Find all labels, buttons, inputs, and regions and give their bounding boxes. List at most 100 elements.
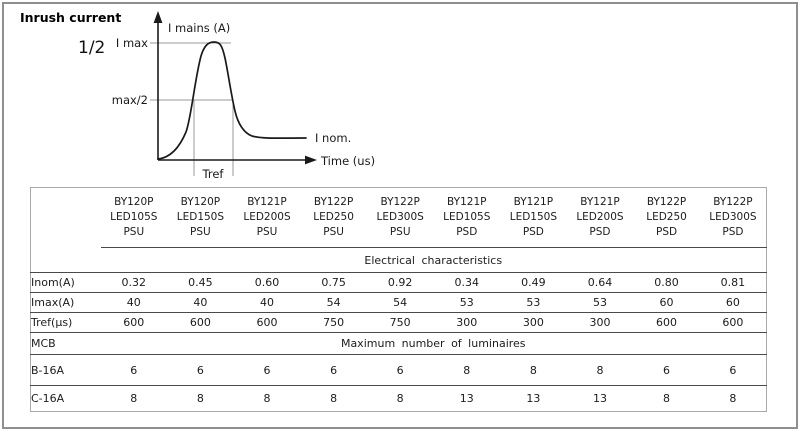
product-model: BY121P — [447, 196, 487, 208]
product-family: LED250 — [646, 211, 687, 223]
cell-value: 0.80 — [633, 272, 700, 293]
product-family: LED200S — [576, 211, 624, 223]
x-axis-arrow-icon — [305, 155, 317, 165]
column-header: BY122P LED300S PSD — [699, 187, 767, 248]
product-type: PSU — [123, 226, 145, 238]
column-header: BY122P LED250 PSU — [300, 187, 367, 248]
product-model: BY122P — [646, 196, 687, 208]
product-model: BY121P — [513, 196, 554, 208]
cell-value: 300 — [433, 312, 501, 333]
cell-value: 600 — [699, 312, 767, 333]
product-model: BY122P — [713, 196, 753, 208]
column-header: BY121P LED105S PSD — [433, 187, 501, 248]
x-axis-label: Time (us) — [320, 154, 375, 168]
y-axis-arrow-icon — [153, 11, 163, 23]
inom-row: Inom(A) 0.32 0.45 0.60 0.75 0.92 0.34 0.… — [30, 272, 767, 293]
cell-value: 6 — [366, 354, 434, 386]
cell-value: 13 — [566, 385, 634, 412]
luminaires-section-title: Maximum number of luminaires — [100, 332, 767, 355]
cell-value: 600 — [167, 312, 234, 333]
cell-value: 600 — [633, 312, 700, 333]
product-model: BY121P — [247, 196, 287, 208]
column-header: BY121P LED150S PSD — [500, 187, 567, 248]
cell-value: 54 — [300, 292, 367, 313]
imax-label: I max — [116, 36, 148, 50]
product-type: PSD — [456, 226, 478, 238]
product-type: PSU — [389, 226, 411, 238]
row-label: Imax(A) — [30, 292, 101, 313]
cell-value: 8 — [300, 385, 367, 412]
product-header-row: BY120P LED105S PSU BY120P LED150S PSU BY… — [31, 187, 767, 248]
electrical-section-row: Electrical characteristics — [31, 248, 767, 273]
product-family: LED300S — [709, 211, 757, 223]
cell-value: 0.32 — [100, 272, 168, 293]
product-type: PSU — [190, 226, 211, 238]
cell-value: 53 — [500, 292, 567, 313]
cell-value: 13 — [433, 385, 501, 412]
mcb-label: MCB — [30, 332, 101, 355]
cell-value: 0.64 — [566, 272, 634, 293]
cell-value: 8 — [566, 354, 634, 386]
cell-value: 0.75 — [300, 272, 367, 293]
column-header: BY122P LED250 PSD — [633, 187, 700, 248]
column-header: BY121P LED200S PSD — [566, 187, 634, 248]
product-type: PSD — [522, 226, 544, 238]
product-family: LED150S — [176, 211, 225, 223]
cell-value: 54 — [366, 292, 434, 313]
cell-value: 0.81 — [699, 272, 767, 293]
cell-value: 8 — [100, 385, 168, 412]
inrush-current-graph: I mains (A) I max max/2 I nom. Time (us)… — [112, 11, 375, 181]
cell-value: 40 — [100, 292, 168, 313]
row-label: C-16A — [30, 385, 101, 412]
column-header: BY120P LED150S PSU — [167, 187, 234, 248]
column-header: BY122P LED300S PSU — [366, 187, 434, 248]
cell-value: 750 — [366, 312, 434, 333]
cell-value: 0.49 — [500, 272, 567, 293]
product-type: PSD — [722, 226, 744, 238]
cell-value: 53 — [566, 292, 634, 313]
product-type: PSU — [323, 226, 344, 238]
cell-value: 8 — [366, 385, 434, 412]
cell-value: 60 — [633, 292, 700, 313]
product-family: LED300S — [376, 211, 424, 223]
imax-row: Imax(A) 40 40 40 54 54 53 53 53 60 60 — [30, 292, 767, 313]
row-label: Inom(A) — [30, 272, 101, 293]
section-spacer-cell — [31, 248, 101, 273]
cell-value: 6 — [167, 354, 234, 386]
column-header: BY120P LED105S PSU — [100, 187, 168, 248]
y-axis-label: I mains (A) — [168, 21, 230, 35]
inom-label: I nom. — [315, 131, 351, 145]
cell-value: 40 — [233, 292, 301, 313]
product-family: LED105S — [110, 211, 158, 223]
cell-value: 8 — [500, 354, 567, 386]
cell-value: 0.45 — [167, 272, 234, 293]
cell-value: 8 — [233, 385, 301, 412]
product-family: LED105S — [443, 211, 491, 223]
product-model: BY122P — [380, 196, 420, 208]
half-max-label: max/2 — [112, 93, 148, 107]
product-type: PSU — [256, 226, 278, 238]
cell-value: 6 — [699, 354, 767, 386]
cell-value: 600 — [233, 312, 301, 333]
page-title: Inrush current — [20, 10, 122, 25]
cell-value: 6 — [233, 354, 301, 386]
product-model: BY120P — [114, 196, 154, 208]
tref-label: Tref — [202, 167, 225, 181]
product-type: PSD — [656, 226, 678, 238]
cell-value: 60 — [699, 292, 767, 313]
cell-value: 750 — [300, 312, 367, 333]
product-model: BY120P — [180, 196, 221, 208]
cell-value: 8 — [433, 354, 501, 386]
cell-value: 0.60 — [233, 272, 301, 293]
cell-value: 600 — [100, 312, 168, 333]
mcb-section-row: MCB Maximum number of luminaires — [30, 332, 767, 355]
product-model: BY121P — [580, 196, 620, 208]
cell-value: 53 — [433, 292, 501, 313]
product-family: LED150S — [509, 211, 557, 223]
product-type: PSD — [589, 226, 611, 238]
cell-value: 40 — [167, 292, 234, 313]
cell-value: 6 — [633, 354, 700, 386]
cell-value: 8 — [167, 385, 234, 412]
cell-value: 0.34 — [433, 272, 501, 293]
row-label: B-16A — [30, 354, 101, 386]
